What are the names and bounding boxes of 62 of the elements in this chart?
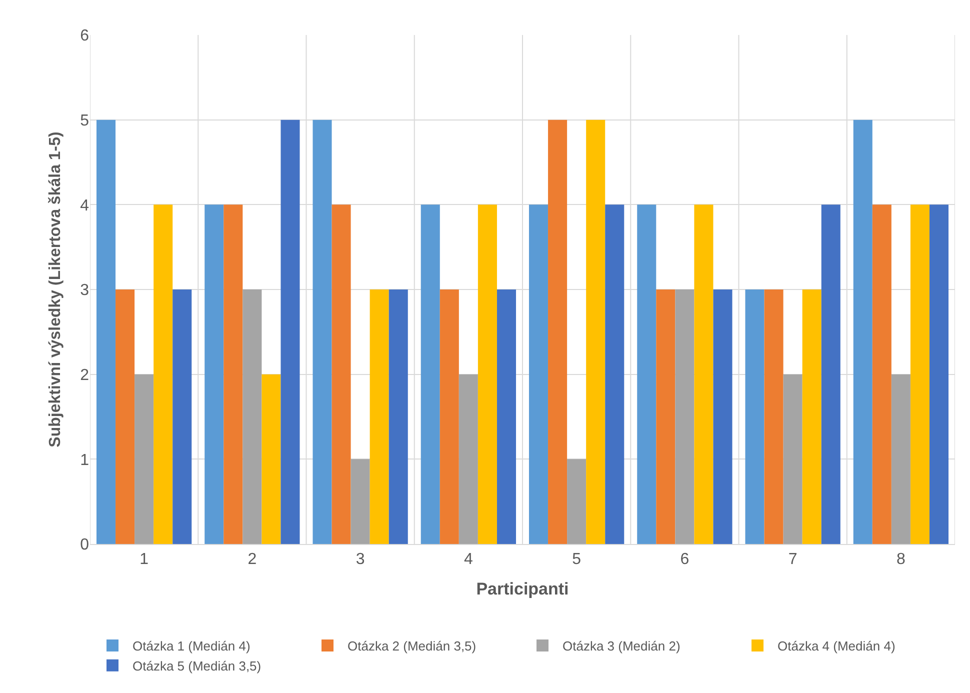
bar [242,290,262,544]
legend-label: Otázka 4 (Medián 4) [778,638,896,654]
y-tick-label: 2 [80,366,90,384]
bar [891,374,910,544]
bar [745,290,764,544]
x-axis-title: Participanti [476,580,569,599]
legend-label: Otázka 5 (Medián 3,5) [132,658,262,674]
bar [605,204,624,544]
y-tick-label: 4 [80,197,90,214]
bar [134,374,154,544]
bar [280,120,300,544]
bar [312,120,332,544]
y-tick-label: 3 [80,282,90,300]
bar [370,290,389,544]
bar [567,459,586,544]
bar [458,374,478,544]
bar [821,204,840,544]
x-tick-label: 8 [896,551,906,568]
bar [528,204,548,544]
bar [853,120,872,544]
bar [929,204,949,544]
bar [478,204,497,544]
bar [116,290,135,544]
bar [802,290,822,544]
bar [910,204,930,544]
bar [204,204,224,544]
x-tick-label: 2 [248,551,257,568]
bar [172,290,192,544]
bar [548,120,568,544]
x-tick-label: 5 [572,551,582,568]
bar [675,290,694,544]
bar [694,204,714,544]
legend-label: Otázka 1 (Medián 4) [132,638,250,654]
bar [496,290,516,544]
y-tick-label: 6 [80,28,90,45]
y-axis-title: Subjektivní výsledky (Likertova škála 1-5) [46,132,64,448]
bar [713,290,732,544]
bar [637,204,656,544]
bar [96,120,116,544]
bar [262,374,281,544]
bar [440,290,459,544]
bar [783,374,802,544]
bar [224,204,243,544]
bar [350,459,370,544]
bar [656,290,676,544]
y-tick-label: 5 [80,112,90,130]
x-tick-label: 4 [464,551,473,568]
bar [764,290,784,544]
legend-label: Otázka 2 (Medián 3,5) [348,638,476,654]
x-tick-label: 7 [788,551,798,568]
y-tick-label: 0 [80,536,90,554]
bar [586,120,606,544]
bar [420,204,440,544]
legend-label: Otázka 3 (Medián 2) [562,638,680,654]
y-tick-label: 1 [80,452,90,469]
bar [388,290,408,544]
bar [332,204,351,544]
x-tick-label: 3 [356,551,365,568]
x-tick-label: 6 [680,551,690,568]
bar [154,204,173,544]
x-tick-label: 1 [140,551,149,568]
bar [872,204,892,544]
